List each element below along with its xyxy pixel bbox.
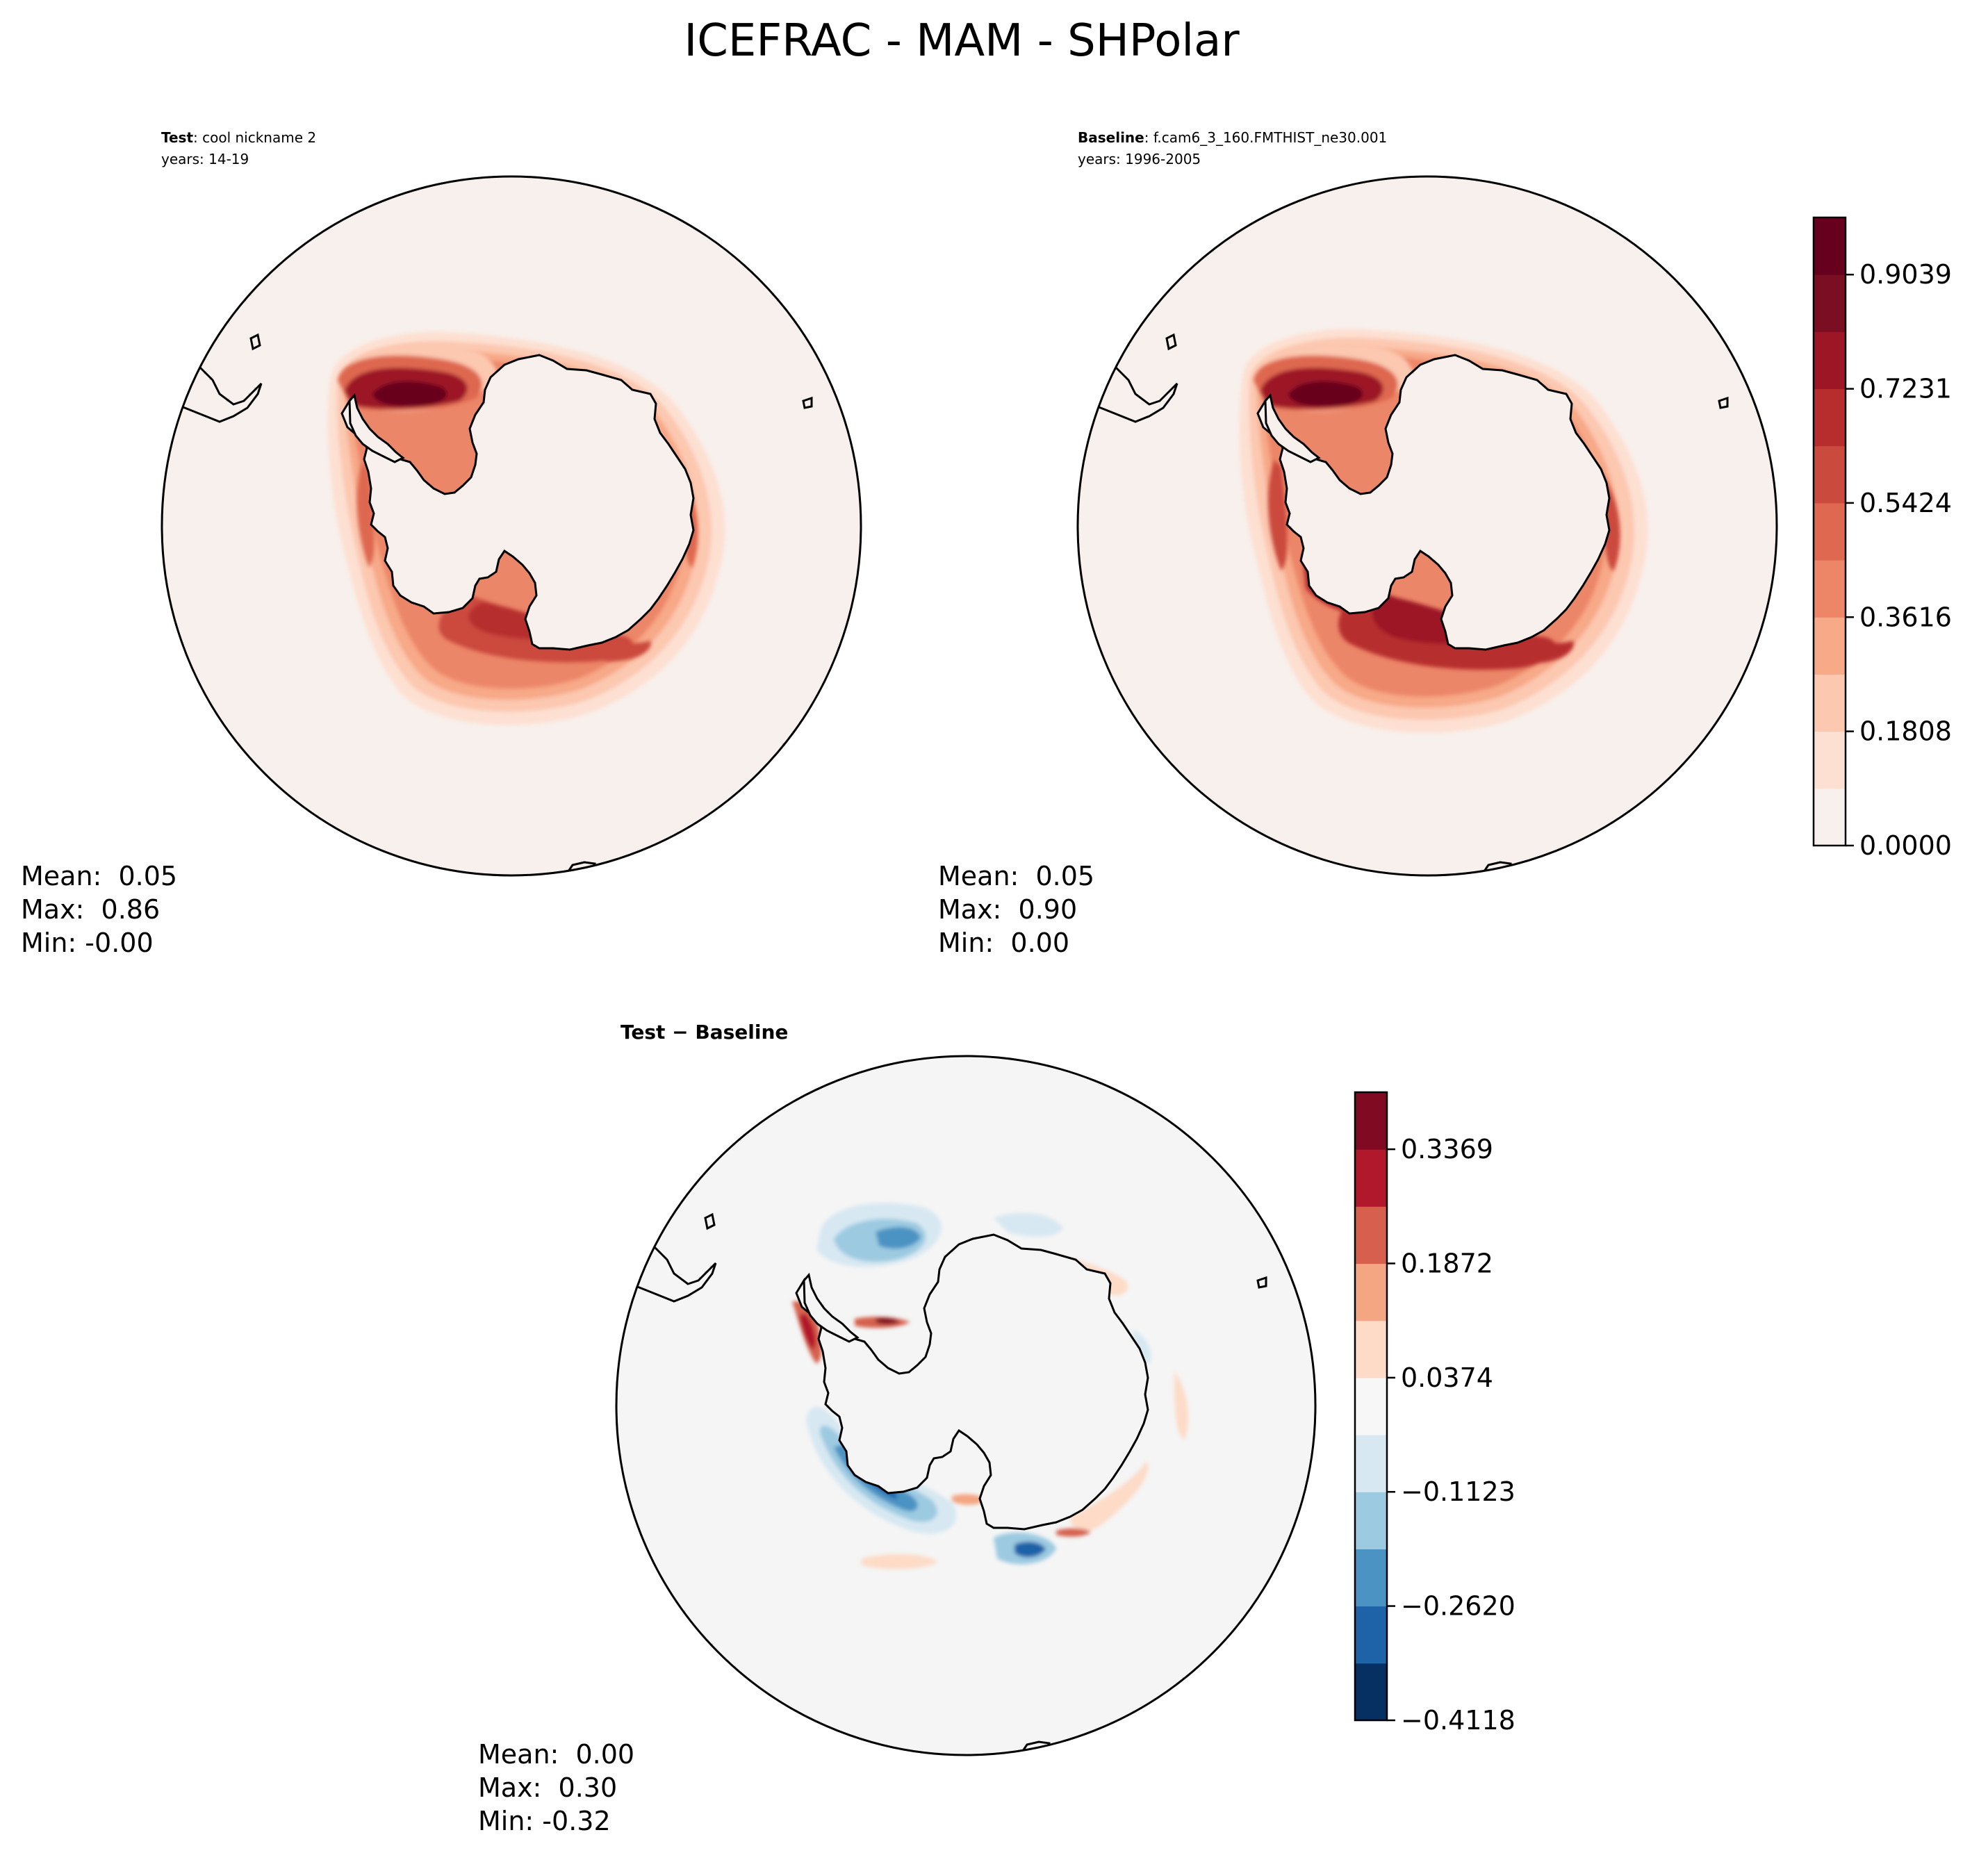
panel-baseline: Baseline: f.cam6_3_160.FMTHIST_ne30.001 … [938, 129, 1778, 958]
colorbar-diff-tick-label: −0.2620 [1401, 1591, 1515, 1622]
colorbar-main-segment [1814, 331, 1846, 390]
colorbar-diff-segment [1355, 1606, 1387, 1664]
colorbar-diff-segment [1355, 1092, 1387, 1150]
colorbar-main-segment [1814, 217, 1846, 275]
colorbar-diff-segment [1355, 1206, 1387, 1265]
panel-diff-label: Test − Baseline [621, 1021, 788, 1044]
map-test [161, 175, 862, 877]
stat-mean: Mean: 0.05 [938, 861, 1094, 891]
stat-min: Min: -0.00 [21, 928, 154, 958]
stat-max: Max: 0.30 [478, 1772, 617, 1803]
colorbar-diff-tick-label: −0.1123 [1401, 1476, 1515, 1507]
map-diff [615, 1055, 1317, 1756]
figure-title: ICEFRAC - MAM - SHPolar [684, 15, 1240, 67]
stat-max: Max: 0.86 [21, 894, 160, 925]
stat-mean: Mean: 0.00 [478, 1739, 634, 1770]
stat-max: Max: 0.90 [938, 894, 1077, 925]
colorbar-diff: 0.3369 0.1872 0.0374 −0.1123 −0.2620 −0.4118 [1354, 1091, 1515, 1736]
panel-test-years: years: 14-19 [161, 151, 249, 167]
colorbar-main-tick-label: 0.5424 [1859, 488, 1952, 518]
colorbar-main-segment [1814, 674, 1846, 732]
map-boundary [161, 175, 862, 877]
colorbar-main-segment [1814, 617, 1846, 675]
colorbar-diff-frame [1354, 1091, 1388, 1722]
colorbar-main-tick-label: 0.7231 [1859, 374, 1952, 404]
colorbar-diff-segment [1355, 1149, 1387, 1207]
stat-min: Min: 0.00 [938, 928, 1069, 958]
colorbar-main-tick-label: 0.9039 [1859, 259, 1952, 290]
colorbar-diff-tick-label: 0.1872 [1401, 1248, 1493, 1278]
colorbar-main-segment [1814, 502, 1846, 561]
colorbar-main-segment [1814, 445, 1846, 504]
colorbar-main-segment [1814, 274, 1846, 332]
colorbar-main-tick-label: 0.0000 [1859, 830, 1952, 861]
colorbar-diff-segment [1355, 1492, 1387, 1549]
map-baseline [1076, 175, 1778, 877]
colorbar-main-segment [1814, 388, 1846, 447]
panel-test: Test: cool nickname 2 years: 14-19 [21, 129, 862, 958]
panel-baseline-label: Baseline: f.cam6_3_160.FMTHIST_ne30.001 [1078, 129, 1387, 146]
colorbar-main-frame [1812, 216, 1847, 847]
colorbar-diff-tick-label: 0.0374 [1401, 1362, 1493, 1393]
stat-mean: Mean: 0.05 [21, 861, 177, 891]
panel-diff: Test − Baseline [478, 1021, 1317, 1836]
colorbar-diff-segment [1355, 1320, 1387, 1378]
panel-baseline-years: years: 1996-2005 [1078, 151, 1201, 167]
colorbar-diff-tick-label: −0.4118 [1401, 1705, 1515, 1736]
colorbar-diff-segment [1355, 1435, 1387, 1492]
colorbar-diff-segment [1355, 1549, 1387, 1607]
colorbar-diff-tick-label: 0.3369 [1401, 1134, 1493, 1164]
colorbar-diff-segment [1355, 1377, 1387, 1435]
colorbar-diff-segment [1355, 1663, 1387, 1721]
colorbar-main: 0.9039 0.7231 0.5424 0.3616 0.1808 0.0000 [1812, 216, 1952, 861]
colorbar-diff-segment [1355, 1263, 1387, 1321]
colorbar-main-segment [1814, 788, 1846, 846]
colorbar-main-tick-label: 0.1808 [1859, 716, 1952, 747]
colorbar-main-segment [1814, 560, 1846, 618]
stat-min: Min: -0.32 [478, 1806, 611, 1836]
panel-test-label: Test: cool nickname 2 [161, 129, 316, 146]
colorbar-main-segment [1814, 731, 1846, 789]
colorbar-main-tick-label: 0.3616 [1859, 602, 1952, 632]
